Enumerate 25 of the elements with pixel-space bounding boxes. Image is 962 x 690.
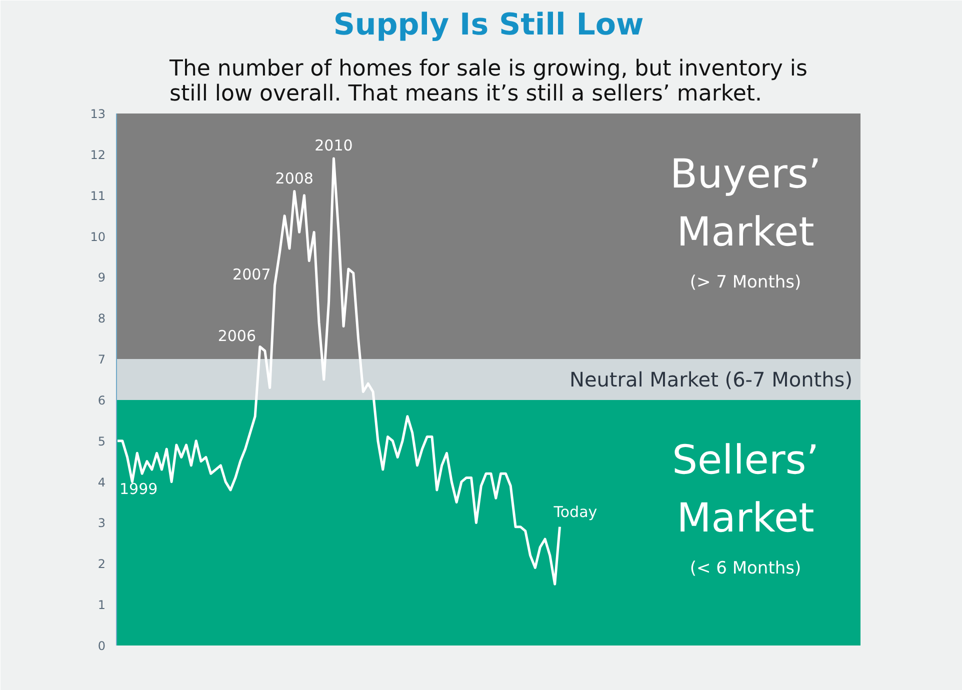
- y-tick-label: 13: [90, 107, 106, 121]
- y-tick-label: 4: [98, 475, 106, 490]
- y-tick-label: 9: [98, 270, 106, 285]
- annotation: 2010: [314, 136, 353, 155]
- band-label: Neutral Market (6-7 Months): [569, 368, 853, 392]
- y-tick-label: 0: [98, 639, 106, 653]
- y-tick-label: 12: [90, 148, 106, 162]
- annotation: Today: [552, 502, 598, 521]
- y-tick-label: 2: [98, 557, 106, 572]
- y-tick-label: 8: [98, 312, 106, 326]
- band-label: Buyers’ Market (> 7 Months): [670, 151, 822, 292]
- y-tick-label: 1: [98, 598, 106, 612]
- y-tick-label: 10: [90, 230, 106, 244]
- annotation: 1999: [119, 480, 158, 498]
- y-tick-label: 11: [90, 188, 106, 203]
- y-tick-label: 7: [98, 352, 106, 367]
- band-label: Sellers’ Market (< 6 Months): [672, 438, 819, 579]
- y-tick-label: 6: [98, 393, 106, 408]
- annotation: 2006: [218, 326, 256, 345]
- y-tick-label: 5: [98, 434, 106, 448]
- annotation: 2007: [232, 265, 271, 284]
- annotation: 2008: [275, 169, 314, 188]
- y-tick-label: 3: [98, 516, 106, 530]
- chart-title: Supply Is Still Low: [333, 8, 644, 42]
- chart-subtitle: The number of homes for sale is growing, but inventory is still low overall. That means it’s still a sellers’ market.: [168, 56, 808, 106]
